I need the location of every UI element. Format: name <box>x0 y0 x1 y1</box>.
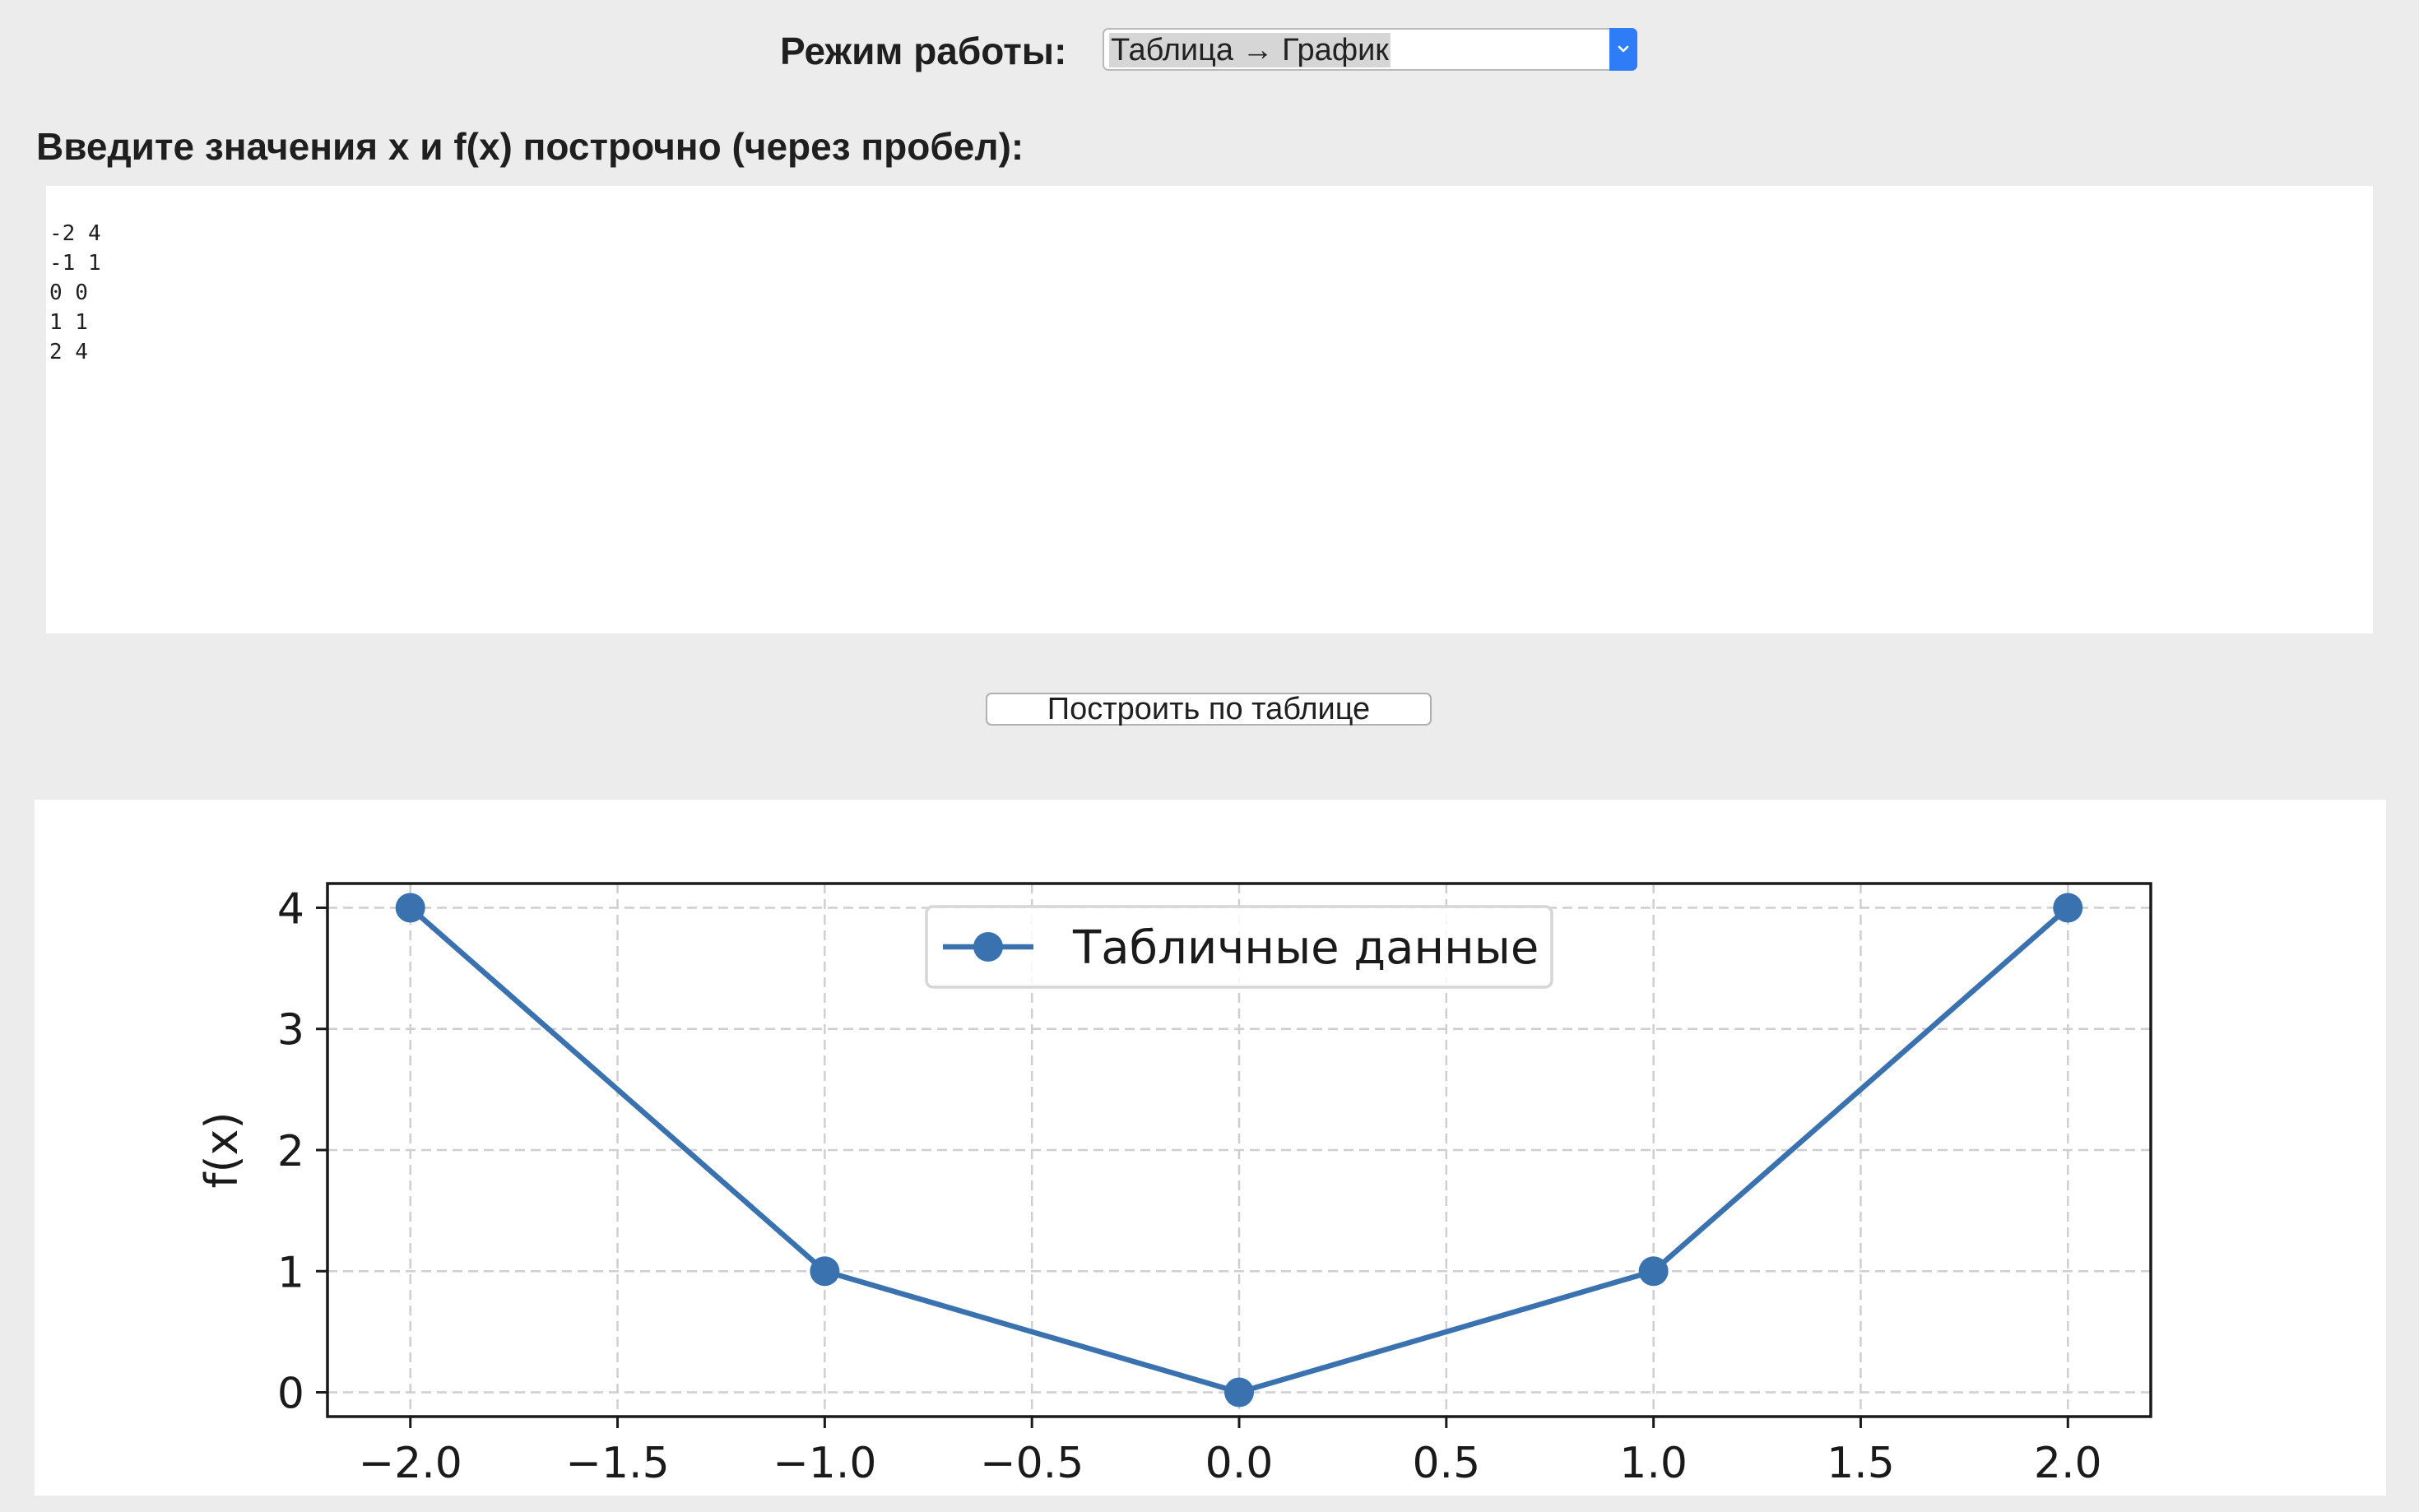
mode-select-value: Таблица → График <box>1109 33 1391 67</box>
chart-panel: −2.0 −1.5 −1.0 −0.5 0.0 0.5 1.0 1.5 2.0 0 1 2 3 4 f(x)… <box>35 800 2386 1496</box>
data-point-0-2 <box>1224 1377 1254 1408</box>
build-from-table-button[interactable]: Построить по таблице <box>986 693 1432 726</box>
legend-box <box>925 905 1553 989</box>
mode-row: Режим работы: Таблица → График <box>0 0 2419 102</box>
chart: −2.0 −1.5 −1.0 −0.5 0.0 0.5 1.0 1.5 2.0 0 1 2 3 4 f(x)… <box>196 882 2152 1488</box>
y-tick-label-4: 4 <box>277 884 304 934</box>
legend-label: Табличные данные <box>1072 921 1539 975</box>
data-point-0-1 <box>810 1256 840 1287</box>
data-point-0-3 <box>1638 1256 1669 1287</box>
legend-marker <box>973 932 1003 962</box>
y-tick-label-2: 2 <box>277 1127 304 1176</box>
input-heading: Введите значения x и f(x) построчно (чер… <box>36 125 1024 168</box>
data-point-0-4 <box>2053 893 2083 923</box>
data-point-0-0 <box>395 893 425 923</box>
chevron-down-icon[interactable] <box>1609 28 1637 71</box>
plot-frame <box>326 882 2152 1418</box>
x-tick-label-3: −0.5 <box>980 1439 1084 1488</box>
data-input-textarea[interactable] <box>46 186 2373 633</box>
y-tick-label-3: 3 <box>277 1006 304 1055</box>
mode-select[interactable]: Таблица → График <box>1103 28 1637 71</box>
y-axis-label: f(x) <box>196 1111 248 1188</box>
x-tick-label-0: −2.0 <box>359 1439 462 1488</box>
mode-label: Режим работы: <box>780 30 1067 72</box>
x-tick-label-7: 1.5 <box>1827 1439 1895 1488</box>
x-tick-label-5: 0.5 <box>1412 1439 1480 1488</box>
x-tick-label-2: −1.0 <box>773 1439 876 1488</box>
x-tick-label-6: 1.0 <box>1619 1439 1688 1488</box>
x-tick-label-1: −1.5 <box>565 1439 669 1488</box>
y-tick-label-0: 0 <box>277 1370 304 1419</box>
y-tick-label-1: 1 <box>277 1248 304 1297</box>
chevron-down-icon-glyph <box>1618 45 1629 53</box>
x-tick-label-8: 2.0 <box>2034 1439 2102 1488</box>
x-tick-label-4: 0.0 <box>1205 1439 1274 1488</box>
